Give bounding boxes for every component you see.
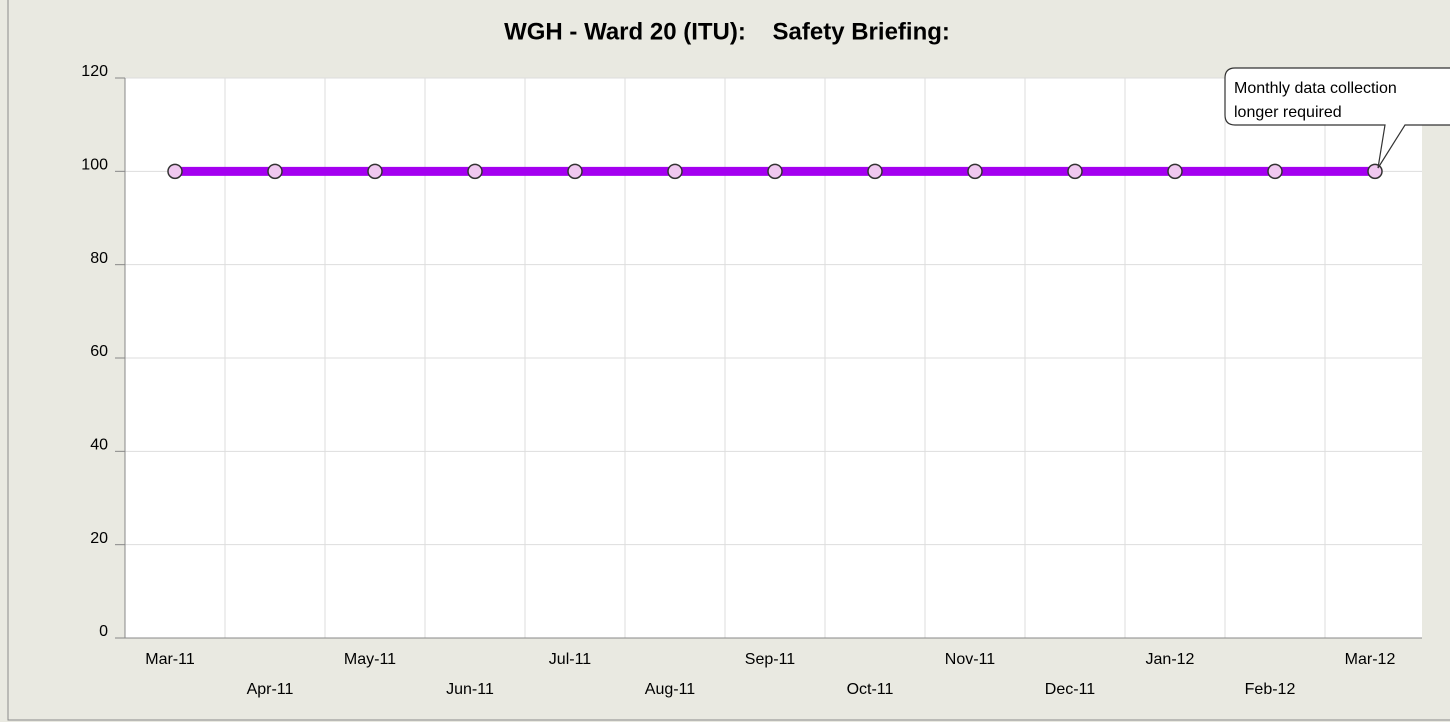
point <box>967 163 983 180</box>
annotation-line: Monthly data collection <box>1234 80 1397 97</box>
grid: 0 20 40 60 80 100 120 Mar-11 Apr-11 May-11 Jun-11 J… <box>81 63 1422 698</box>
x-tick-label: Jun-11 <box>446 681 494 698</box>
point <box>167 163 183 180</box>
chart-title: WGH - Ward 20 (ITU): Safety Briefing: <box>504 18 950 45</box>
x-tick-label: May-11 <box>344 651 396 668</box>
point <box>567 163 583 180</box>
x-tick-label: Feb-12 <box>1245 681 1296 698</box>
point <box>1267 163 1283 180</box>
x-tick-label: Aug-11 <box>645 681 696 698</box>
point <box>767 163 783 180</box>
y-tick-label: 100 <box>81 157 108 174</box>
point <box>267 163 283 180</box>
y-tick-label: 40 <box>90 437 108 454</box>
x-tick-label: Jul-11 <box>549 651 591 668</box>
point <box>367 163 383 180</box>
y-tick-label: 80 <box>90 250 108 267</box>
point <box>1167 163 1183 180</box>
marks <box>167 163 1383 180</box>
x-tick-label: Mar-11 <box>145 651 195 668</box>
y-tick-label: 20 <box>90 530 108 547</box>
point <box>1367 163 1383 180</box>
point <box>467 163 483 180</box>
x-tick-label: Dec-11 <box>1045 681 1095 698</box>
x-tick-label: Jan-12 <box>1146 651 1195 668</box>
frame <box>7 0 1450 721</box>
point <box>667 163 683 180</box>
point <box>867 163 883 180</box>
annotation-line: longer required <box>1234 104 1342 121</box>
x-tick-label: Apr-11 <box>247 681 294 698</box>
x-tick-label: Mar-12 <box>1345 651 1396 668</box>
y-tick-label: 60 <box>90 343 108 360</box>
x-tick-label: Nov-11 <box>945 651 995 668</box>
y-tick-label: 0 <box>99 623 108 640</box>
y-tick-label: 120 <box>81 63 108 80</box>
callout-box <box>1224 67 1450 169</box>
x-tick-label: Oct-11 <box>847 681 894 698</box>
point <box>1067 163 1083 180</box>
x-tick-label: Sep-11 <box>745 651 796 668</box>
